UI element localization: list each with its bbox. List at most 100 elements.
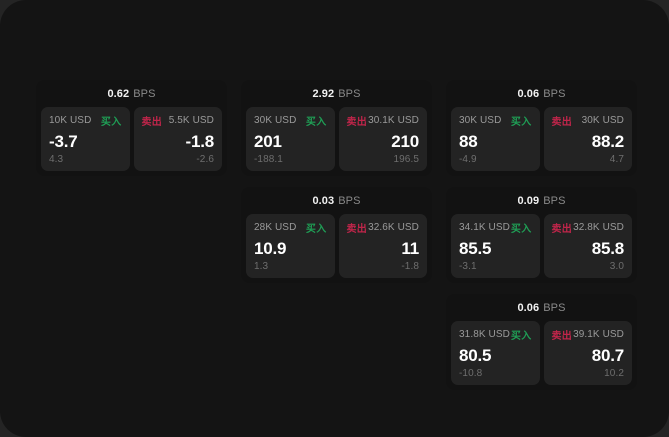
buy-panel-header: 28K USD 买入 xyxy=(254,221,327,235)
buy-panel[interactable]: 34.1K USD 买入 85.5 -3.1 xyxy=(451,214,540,278)
sell-panel[interactable]: 卖出 5.5K USD -1.8 -2.6 xyxy=(133,107,222,171)
quote-column-1: 0.62 BPS 10K USD 买入 -3.7 4.3 卖出 xyxy=(36,80,227,176)
quote-card-board: 0.62 BPS 10K USD 买入 -3.7 4.3 卖出 xyxy=(36,80,637,390)
sell-subvalue: -1.8 xyxy=(401,261,419,272)
sell-size-label: 5.5K USD xyxy=(168,114,214,126)
buy-subvalue: -4.9 xyxy=(459,154,477,165)
buy-size-label: 30K USD xyxy=(459,114,502,126)
sell-panel-header: 卖出 30.1K USD xyxy=(346,114,420,128)
sell-panel[interactable]: 卖出 39.1K USD 80.7 10.2 xyxy=(543,321,632,385)
sell-panel-header: 卖出 39.1K USD xyxy=(552,328,625,342)
buy-panel-header: 30K USD 买入 xyxy=(254,114,327,128)
sell-price: 80.7 xyxy=(591,345,624,365)
quote-column-3: 0.06 BPS 30K USD 买入 88 -4.9 卖出 xyxy=(446,80,637,390)
buy-panel[interactable]: 28K USD 买入 10.9 1.3 xyxy=(246,214,335,278)
buy-panel-header: 34.1K USD 买入 xyxy=(459,221,532,235)
buy-tag: 买入 xyxy=(305,223,327,235)
sell-panel[interactable]: 卖出 30.1K USD 210 196.5 xyxy=(338,107,427,171)
spread-value: 0.62 xyxy=(107,88,130,100)
spread-unit: BPS xyxy=(543,195,566,207)
spread-value: 0.06 xyxy=(517,302,540,314)
quote-card[interactable]: 0.09 BPS 34.1K USD 买入 85.5 -3.1 卖出 xyxy=(446,187,637,283)
spread-unit: BPS xyxy=(543,302,566,314)
sell-size-label: 32.8K USD xyxy=(573,221,624,233)
card-body: 31.8K USD 买入 80.5 -10.8 卖出 39.1K USD 80.… xyxy=(451,321,632,385)
sell-subvalue: 10.2 xyxy=(604,368,624,379)
buy-panel[interactable]: 30K USD 买入 201 -188.1 xyxy=(246,107,335,171)
buy-price: 201 xyxy=(254,131,282,151)
card-header: 0.06 BPS xyxy=(451,299,632,317)
sell-subvalue: 4.7 xyxy=(609,154,624,165)
buy-subvalue: 4.3 xyxy=(49,154,64,165)
sell-size-label: 30K USD xyxy=(581,114,624,126)
quote-card[interactable]: 0.06 BPS 31.8K USD 买入 80.5 -10.8 卖 xyxy=(446,294,637,390)
sell-tag: 卖出 xyxy=(551,116,573,128)
sell-tag: 卖出 xyxy=(551,223,573,235)
card-header: 0.09 BPS xyxy=(451,192,632,210)
buy-size-label: 10K USD xyxy=(49,114,92,126)
card-header: 2.92 BPS xyxy=(246,85,427,103)
card-body: 30K USD 买入 201 -188.1 卖出 30.1K USD 210 1… xyxy=(246,107,427,171)
buy-panel[interactable]: 10K USD 买入 -3.7 4.3 xyxy=(41,107,130,171)
spread-value: 0.09 xyxy=(517,195,540,207)
spread-unit: BPS xyxy=(543,88,566,100)
buy-price: -3.7 xyxy=(49,131,78,151)
card-header: 0.06 BPS xyxy=(451,85,632,103)
quote-card[interactable]: 2.92 BPS 30K USD 买入 201 -188.1 卖出 xyxy=(241,80,432,176)
card-header: 0.03 BPS xyxy=(246,192,427,210)
spread-value: 2.92 xyxy=(312,88,335,100)
sell-size-label: 30.1K USD xyxy=(368,114,419,126)
buy-subvalue: -3.1 xyxy=(459,261,477,272)
sell-panel-header: 卖出 32.8K USD xyxy=(551,221,625,235)
buy-panel[interactable]: 30K USD 买入 88 -4.9 xyxy=(451,107,540,171)
card-body: 30K USD 买入 88 -4.9 卖出 30K USD 88.2 4.7 xyxy=(451,107,632,171)
buy-tag: 买入 xyxy=(510,330,532,342)
sell-panel[interactable]: 卖出 32.6K USD 11 -1.8 xyxy=(338,214,427,278)
sell-price: 85.8 xyxy=(591,238,624,258)
buy-size-label: 30K USD xyxy=(254,114,297,126)
spread-unit: BPS xyxy=(338,195,361,207)
card-body: 10K USD 买入 -3.7 4.3 卖出 5.5K USD -1.8 -2.… xyxy=(41,107,222,171)
sell-panel-header: 卖出 30K USD xyxy=(551,114,625,128)
buy-panel-header: 31.8K USD 买入 xyxy=(459,328,532,342)
quote-card[interactable]: 0.62 BPS 10K USD 买入 -3.7 4.3 卖出 xyxy=(36,80,227,176)
sell-tag: 卖出 xyxy=(141,116,163,128)
sell-size-label: 39.1K USD xyxy=(573,328,624,340)
buy-price: 85.5 xyxy=(459,238,492,258)
buy-price: 88 xyxy=(459,131,478,151)
buy-tag: 买入 xyxy=(510,116,532,128)
buy-subvalue: 1.3 xyxy=(254,261,269,272)
buy-subvalue: -10.8 xyxy=(459,368,483,379)
buy-panel-header: 30K USD 买入 xyxy=(459,114,532,128)
quote-card[interactable]: 0.03 BPS 28K USD 买入 10.9 1.3 卖出 xyxy=(241,187,432,283)
sell-price: 88.2 xyxy=(591,131,624,151)
quote-column-2: 2.92 BPS 30K USD 买入 201 -188.1 卖出 xyxy=(241,80,432,283)
buy-tag: 买入 xyxy=(305,116,327,128)
buy-price: 80.5 xyxy=(459,345,492,365)
spread-value: 0.06 xyxy=(517,88,540,100)
buy-size-label: 28K USD xyxy=(254,221,297,233)
buy-size-label: 31.8K USD xyxy=(459,328,510,340)
sell-panel[interactable]: 卖出 30K USD 88.2 4.7 xyxy=(543,107,632,171)
sell-size-label: 32.6K USD xyxy=(368,221,419,233)
buy-tag: 买入 xyxy=(100,116,122,128)
buy-price: 10.9 xyxy=(254,238,287,258)
quote-card[interactable]: 0.06 BPS 30K USD 买入 88 -4.9 卖出 xyxy=(446,80,637,176)
sell-panel[interactable]: 卖出 32.8K USD 85.8 3.0 xyxy=(543,214,632,278)
sell-price: 210 xyxy=(391,131,419,151)
buy-size-label: 34.1K USD xyxy=(459,221,510,233)
sell-price: 11 xyxy=(401,238,419,258)
sell-subvalue: -2.6 xyxy=(196,154,214,165)
sell-tag: 卖出 xyxy=(346,223,368,235)
buy-panel-header: 10K USD 买入 xyxy=(49,114,122,128)
sell-subvalue: 196.5 xyxy=(393,154,419,165)
buy-tag: 买入 xyxy=(510,223,532,235)
sell-subvalue: 3.0 xyxy=(609,261,624,272)
spread-value: 0.03 xyxy=(312,195,335,207)
spread-unit: BPS xyxy=(133,88,156,100)
spread-unit: BPS xyxy=(338,88,361,100)
card-body: 28K USD 买入 10.9 1.3 卖出 32.6K USD 11 -1.8 xyxy=(246,214,427,278)
buy-panel[interactable]: 31.8K USD 买入 80.5 -10.8 xyxy=(451,321,540,385)
sell-tag: 卖出 xyxy=(346,116,368,128)
